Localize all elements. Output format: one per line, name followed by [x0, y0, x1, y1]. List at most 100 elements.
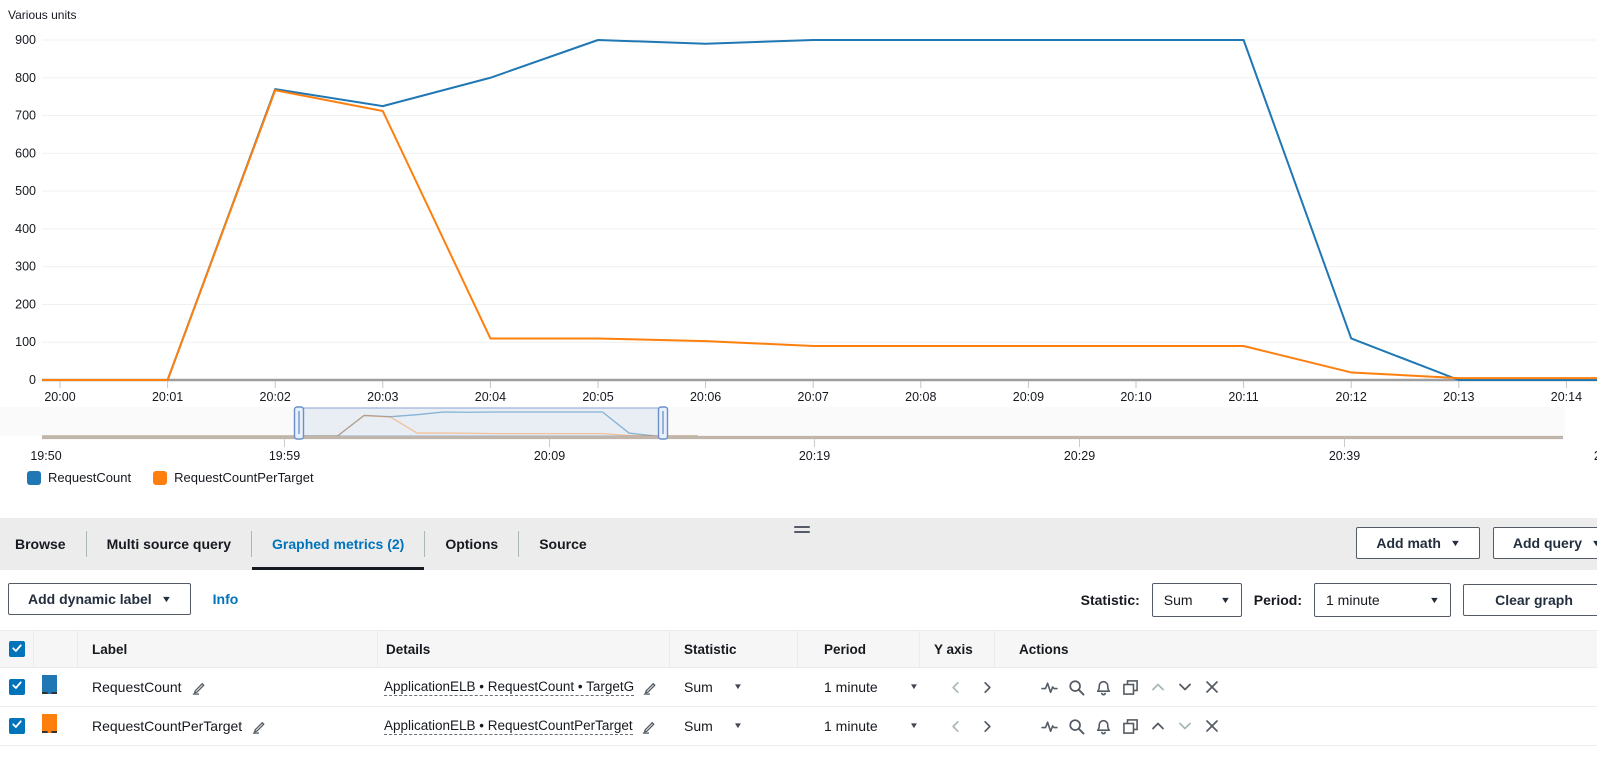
- move-down-icon[interactable]: [1176, 679, 1193, 696]
- row-checkbox[interactable]: [9, 718, 25, 734]
- timeline-minimap[interactable]: 19:50 19:59 20:09 20:19 20:29 20:39 20:49: [0, 405, 1597, 467]
- metric-color-swatch[interactable]: [42, 714, 57, 733]
- yaxis-right-icon[interactable]: [980, 718, 995, 735]
- zoom-metric-icon[interactable]: [1068, 718, 1085, 735]
- yaxis-right-icon[interactable]: [980, 679, 995, 696]
- edit-label-icon[interactable]: [251, 719, 266, 734]
- tab-multi-source-query[interactable]: Multi source query: [106, 536, 232, 552]
- chevron-down-icon: ▼: [733, 682, 743, 691]
- yaxis-left-icon: [948, 679, 963, 696]
- duplicate-metric-icon[interactable]: [1122, 718, 1139, 735]
- period-select[interactable]: 1 minute ▼: [1314, 583, 1451, 617]
- metrics-toolbar: Add dynamic label ▼ Info Statistic: Sum ▼ …: [0, 570, 1597, 630]
- svg-text:500: 500: [15, 184, 36, 198]
- panel-resize-handle[interactable]: [789, 522, 815, 536]
- zoom-metric-icon[interactable]: [1068, 679, 1085, 696]
- svg-text:20:29: 20:29: [1064, 449, 1095, 463]
- legend-label: RequestCount: [48, 470, 132, 485]
- metric-details[interactable]: ApplicationELB • RequestCountPerTarget: [384, 717, 633, 735]
- tab-separator: [424, 531, 426, 557]
- graphed-metrics-table: Label Details Statistic Period Y axis Ac…: [0, 630, 1597, 746]
- row-statistic-select[interactable]: Sum ▼: [684, 718, 743, 734]
- check-icon: [11, 678, 23, 696]
- tab-separator: [85, 531, 87, 557]
- svg-text:20:11: 20:11: [1228, 390, 1258, 404]
- row-period-select[interactable]: 1 minute ▼: [824, 718, 919, 734]
- svg-text:20:05: 20:05: [582, 390, 613, 404]
- svg-text:20:07: 20:07: [798, 390, 829, 404]
- tab-bar: Browse Multi source query Graphed metric…: [0, 518, 1597, 570]
- chevron-down-icon: ▼: [733, 721, 743, 730]
- table-row: RequestCountPerTarget ApplicationELB • R…: [0, 707, 1597, 746]
- row-statistic-select[interactable]: Sum ▼: [684, 679, 743, 695]
- tab-separator: [251, 531, 253, 557]
- legend-item-requestcount[interactable]: RequestCount: [27, 470, 131, 485]
- svg-text:20:10: 20:10: [1120, 390, 1151, 404]
- legend-label: RequestCountPerTarget: [174, 470, 314, 485]
- column-header-yaxis: Y axis: [920, 631, 995, 667]
- remove-metric-icon[interactable]: [1203, 718, 1220, 735]
- metric-details[interactable]: ApplicationELB • RequestCount • TargetG: [384, 678, 635, 696]
- move-down-icon: [1176, 718, 1193, 735]
- svg-text:20:39: 20:39: [1329, 449, 1360, 463]
- svg-text:20:06: 20:06: [690, 390, 721, 404]
- tab-options[interactable]: Options: [445, 536, 499, 552]
- tab-separator: [518, 531, 520, 557]
- chevron-down-icon: ▼: [1591, 538, 1597, 548]
- table-row: RequestCount ApplicationELB • RequestCou…: [0, 668, 1597, 707]
- legend-swatch-blue: [27, 470, 41, 485]
- select-all-checkbox[interactable]: [8, 641, 25, 657]
- svg-text:100: 100: [15, 335, 36, 349]
- tab-browse[interactable]: Browse: [15, 536, 66, 552]
- clear-graph-button[interactable]: Clear graph: [1463, 584, 1597, 616]
- edit-label-icon[interactable]: [191, 680, 206, 695]
- svg-text:20:19: 20:19: [799, 449, 830, 463]
- legend-item-requestcountpertarget[interactable]: RequestCountPerTarget: [153, 470, 314, 485]
- create-alarm-icon[interactable]: [1095, 718, 1112, 735]
- chart-legend: RequestCount RequestCountPerTarget: [27, 470, 314, 485]
- graph-this-metric-icon[interactable]: [1041, 718, 1058, 735]
- edit-details-icon[interactable]: [642, 680, 657, 695]
- column-header-label: Label: [78, 631, 378, 667]
- add-query-button[interactable]: Add query▼: [1492, 527, 1597, 559]
- move-up-icon[interactable]: [1149, 718, 1166, 735]
- chevron-down-icon: ▼: [1219, 594, 1231, 605]
- color-column-header: [34, 631, 78, 667]
- svg-text:20:13: 20:13: [1443, 390, 1474, 404]
- duplicate-metric-icon[interactable]: [1122, 679, 1139, 696]
- tab-source[interactable]: Source: [539, 536, 587, 552]
- chevron-down-icon: ▼: [909, 682, 919, 691]
- metric-label: RequestCount: [92, 679, 182, 695]
- create-alarm-icon[interactable]: [1095, 679, 1112, 696]
- metrics-graph[interactable]: 0 100 200 300 400 500 600 700 800 900 20:00 20:01 20…: [0, 0, 1597, 405]
- svg-text:20:08: 20:08: [905, 390, 936, 404]
- svg-text:19:59: 19:59: [269, 449, 300, 463]
- graph-this-metric-icon[interactable]: [1041, 679, 1058, 696]
- svg-text:20:09: 20:09: [1013, 390, 1044, 404]
- row-period-select[interactable]: 1 minute ▼: [824, 679, 919, 695]
- svg-text:20:12: 20:12: [1336, 390, 1367, 404]
- svg-text:20:14: 20:14: [1551, 390, 1582, 404]
- statistic-label: Statistic:: [1080, 592, 1140, 608]
- period-label: Period:: [1253, 592, 1302, 608]
- column-header-statistic: Statistic: [670, 631, 798, 667]
- row-checkbox[interactable]: [9, 679, 25, 695]
- table-header-row: Label Details Statistic Period Y axis Ac…: [0, 630, 1597, 668]
- add-math-button[interactable]: Add math ▼: [1356, 527, 1480, 559]
- column-header-actions: Actions: [1019, 641, 1069, 657]
- edit-details-icon[interactable]: [641, 719, 656, 734]
- statistic-select[interactable]: Sum ▼: [1151, 583, 1242, 617]
- svg-text:700: 700: [15, 109, 36, 123]
- svg-text:800: 800: [15, 71, 36, 85]
- chevron-down-icon: ▼: [909, 721, 919, 730]
- svg-text:19:50: 19:50: [30, 449, 61, 463]
- metric-label: RequestCountPerTarget: [92, 718, 243, 734]
- info-link[interactable]: Info: [212, 591, 239, 607]
- tab-graphed-metrics[interactable]: Graphed metrics (2): [252, 518, 425, 570]
- svg-text:0: 0: [29, 373, 36, 387]
- column-header-period: Period: [798, 631, 920, 667]
- svg-text:20:02: 20:02: [260, 390, 291, 404]
- add-dynamic-label-button[interactable]: Add dynamic label ▼: [8, 583, 191, 615]
- metric-color-swatch[interactable]: [42, 675, 57, 694]
- remove-metric-icon[interactable]: [1203, 679, 1220, 696]
